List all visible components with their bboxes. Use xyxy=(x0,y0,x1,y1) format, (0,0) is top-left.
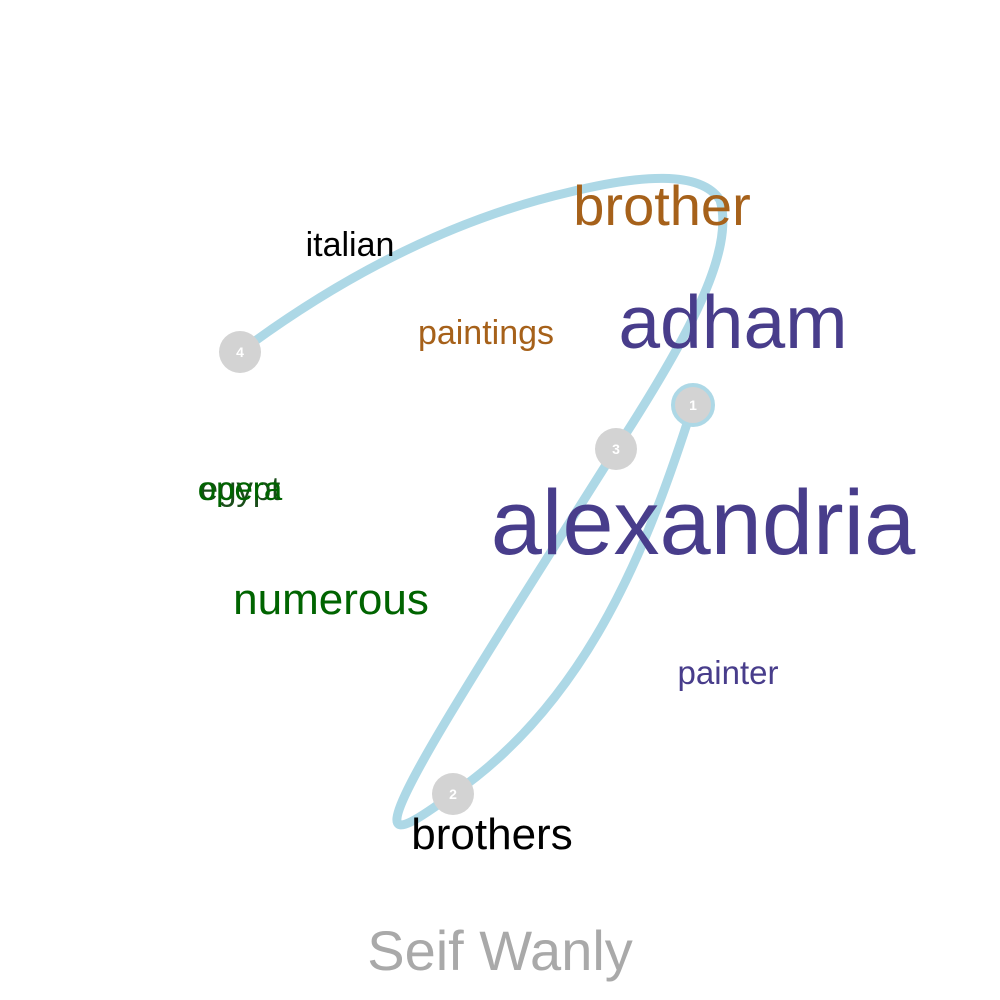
marker-1-label: 1 xyxy=(689,397,697,413)
marker-2: 2 xyxy=(432,773,474,815)
marker-1: 1 xyxy=(671,383,715,427)
word-opera: opera xyxy=(198,470,283,507)
word-adham: adham xyxy=(618,280,847,364)
word-brothers: brothers xyxy=(411,810,572,859)
word-numerous: numerous xyxy=(233,575,429,624)
word-brother: brother xyxy=(573,174,750,237)
marker-4: 4 xyxy=(219,331,261,373)
marker-3-circle xyxy=(595,428,637,470)
marker-4-circle xyxy=(219,331,261,373)
marker-2-label: 2 xyxy=(449,786,457,802)
word-alexandria: alexandria xyxy=(491,472,916,574)
marker-4-label: 4 xyxy=(236,344,244,360)
word-painter: painter xyxy=(678,654,779,691)
diagram-title: Seif Wanly xyxy=(367,919,633,982)
word-egypt: egypt xyxy=(200,470,281,507)
marker-2-circle xyxy=(432,773,474,815)
marker-3: 3 xyxy=(595,428,637,470)
marker-3-label: 3 xyxy=(612,441,620,457)
marker-1-circle xyxy=(671,383,715,427)
word-italian: italian xyxy=(306,226,395,264)
word-paintings: paintings xyxy=(418,314,554,352)
